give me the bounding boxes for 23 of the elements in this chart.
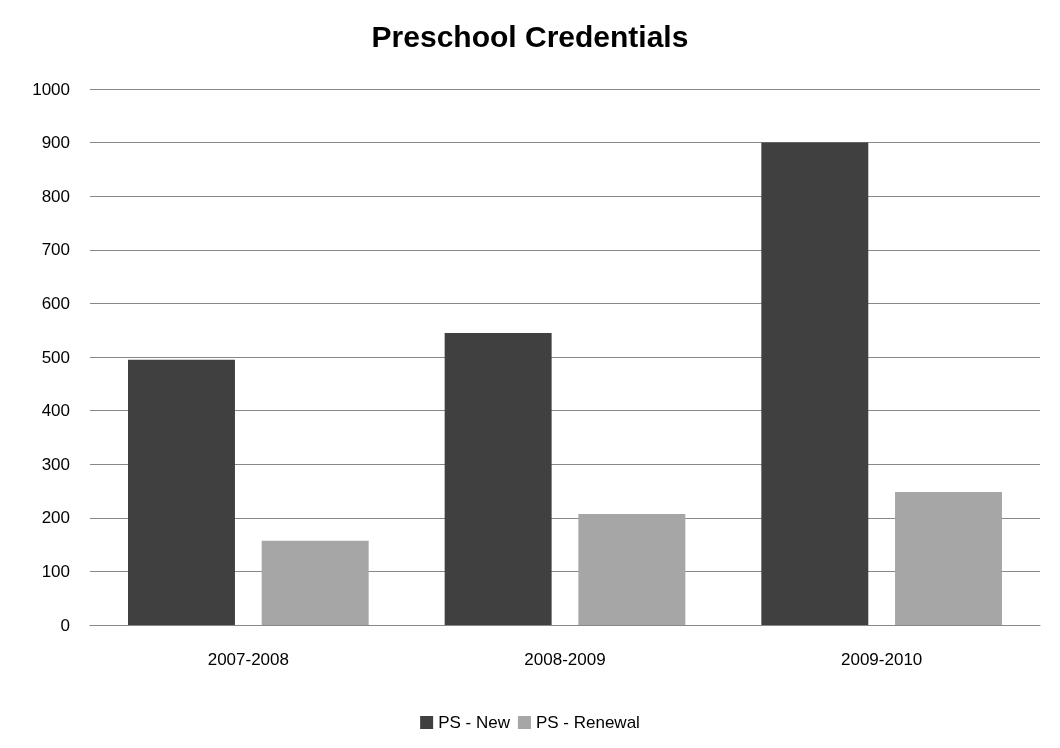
y-tick-label: 100	[41, 561, 70, 581]
y-tick-label: 300	[41, 454, 70, 474]
x-tick-label: 2009-2010	[841, 650, 923, 669]
y-tick-label: 800	[41, 186, 70, 206]
bar	[444, 332, 552, 625]
y-tick-label: 700	[41, 240, 70, 260]
y-tick-label: 900	[41, 133, 70, 153]
bar	[761, 142, 869, 625]
x-tick-label: 2007-2008	[207, 650, 289, 669]
y-tick-label: 500	[41, 347, 70, 367]
y-tick-label: 200	[41, 508, 70, 528]
legend-label: PS - Renewal	[535, 713, 640, 732]
y-tick-label: 1000	[32, 79, 70, 99]
bar	[895, 492, 1002, 625]
x-tick-label: 2008-2009	[524, 650, 606, 669]
y-tick-label: 0	[60, 615, 70, 635]
bar	[128, 359, 235, 625]
bar	[261, 540, 369, 625]
legend-label: PS - New	[438, 713, 511, 732]
y-tick-label: 600	[41, 293, 70, 313]
bar	[578, 514, 686, 625]
chart-title: Preschool Credentials	[371, 19, 689, 53]
y-tick-label: 400	[41, 401, 70, 421]
